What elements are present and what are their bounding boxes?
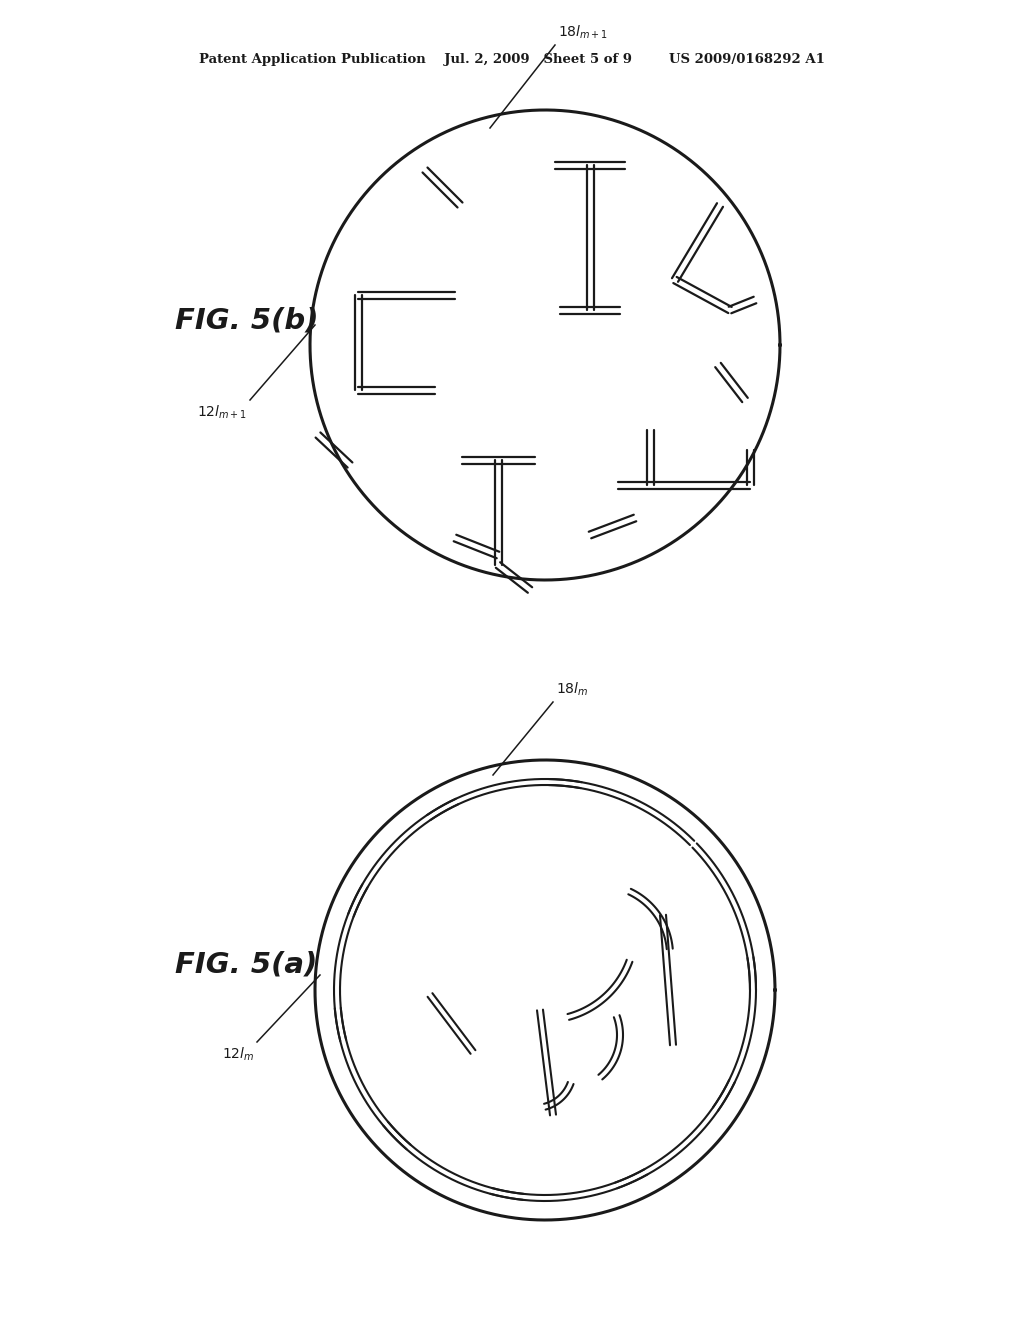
Text: FIG. 5(b): FIG. 5(b) <box>175 306 318 334</box>
Text: FIG. 5(a): FIG. 5(a) <box>175 950 317 979</box>
Text: Patent Application Publication    Jul. 2, 2009   Sheet 5 of 9        US 2009/016: Patent Application Publication Jul. 2, 2… <box>199 54 825 66</box>
Text: $18l_{m}$: $18l_{m}$ <box>556 681 589 698</box>
Text: $18l_{m+1}$: $18l_{m+1}$ <box>558 24 608 41</box>
Text: $12l_{m}$: $12l_{m}$ <box>221 1045 254 1064</box>
Text: $12l_{m+1}$: $12l_{m+1}$ <box>197 404 247 421</box>
